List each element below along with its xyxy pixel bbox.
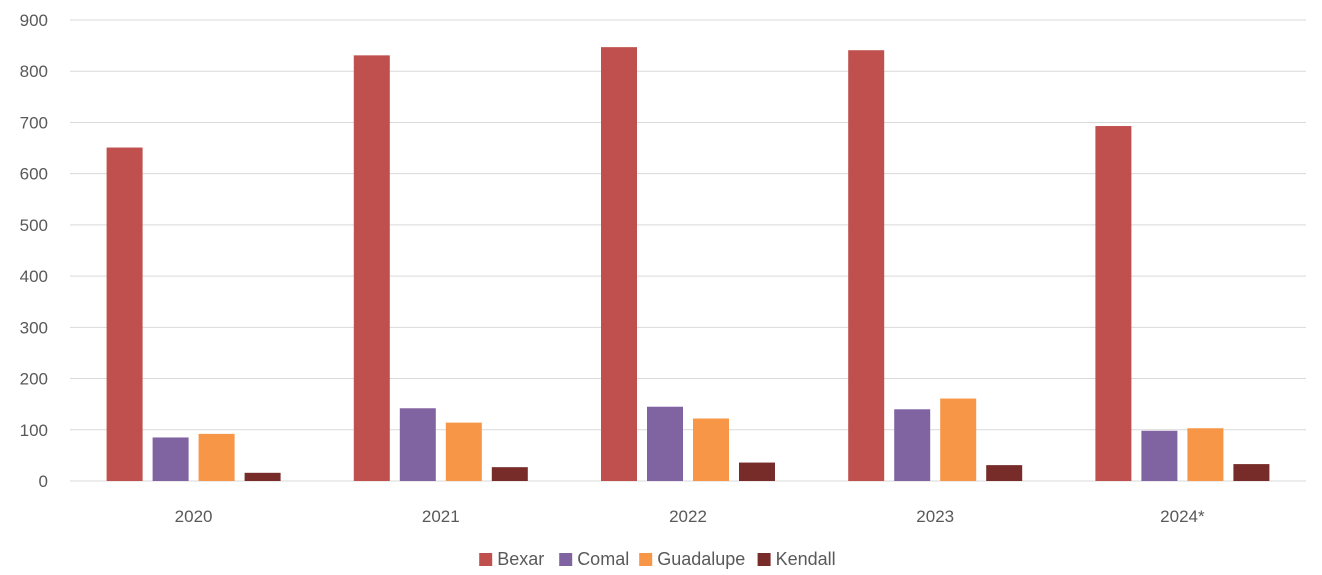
- legend-swatch-bexar: [479, 553, 493, 566]
- legend-swatch-kendall: [757, 553, 771, 566]
- x-tick-label: 2021: [422, 507, 460, 526]
- x-axis-ticks: 2020 2021 2022 2023 2024*: [175, 507, 1205, 526]
- y-tick-label: 700: [20, 113, 48, 132]
- legend-label-comal: Comal: [577, 549, 629, 569]
- x-tick-label: 2022: [669, 507, 707, 526]
- legend-label-kendall: Kendall: [776, 549, 836, 569]
- x-tick-label: 2024*: [1160, 507, 1205, 526]
- bar-guadalupe-2022: [693, 418, 729, 481]
- bar-bexar-2022: [601, 47, 637, 482]
- legend: Bexar Comal Guadalupe Kendall: [479, 549, 836, 569]
- bar-comal-2022: [647, 406, 683, 481]
- bar-comal-2021: [399, 408, 436, 481]
- bar-bexar-2021: [353, 55, 390, 482]
- bar-comal-2020: [152, 437, 189, 481]
- bar-guadalupe-2024: [1187, 428, 1224, 481]
- y-tick-label: 900: [20, 11, 48, 30]
- bar-guadalupe-2023: [940, 398, 977, 481]
- bar-guadalupe-2020: [198, 433, 235, 481]
- y-tick-label: 500: [20, 216, 48, 235]
- bar-comal-2024: [1141, 430, 1178, 481]
- x-tick-label: 2020: [175, 507, 213, 526]
- y-tick-label: 600: [20, 165, 48, 184]
- bar-kendall-2020: [244, 472, 281, 481]
- bar-bexar-2024: [1095, 126, 1132, 481]
- legend-label-bexar: Bexar: [497, 549, 544, 569]
- bars: [106, 47, 1270, 482]
- y-tick-label: 800: [20, 62, 48, 81]
- legend-label-guadalupe: Guadalupe: [657, 549, 745, 569]
- bar-bexar-2023: [848, 50, 885, 482]
- x-tick-label: 2023: [916, 507, 954, 526]
- bar-bexar-2020: [106, 147, 143, 481]
- bar-kendall-2021: [491, 467, 528, 481]
- y-tick-label: 0: [39, 472, 48, 491]
- bar-kendall-2023: [986, 465, 1023, 481]
- legend-swatch-guadalupe: [639, 553, 653, 566]
- bar-comal-2023: [894, 409, 931, 481]
- y-tick-label: 400: [20, 267, 48, 286]
- bar-kendall-2024: [1233, 464, 1270, 481]
- y-tick-label: 100: [20, 421, 48, 440]
- y-tick-label: 200: [20, 370, 48, 389]
- bar-guadalupe-2021: [445, 422, 482, 481]
- bar-kendall-2022: [739, 462, 775, 481]
- y-tick-label: 300: [20, 318, 48, 337]
- legend-swatch-comal: [559, 553, 573, 566]
- y-axis-ticks: 0 100 200 300 400 500 600 700 800 900: [20, 11, 48, 491]
